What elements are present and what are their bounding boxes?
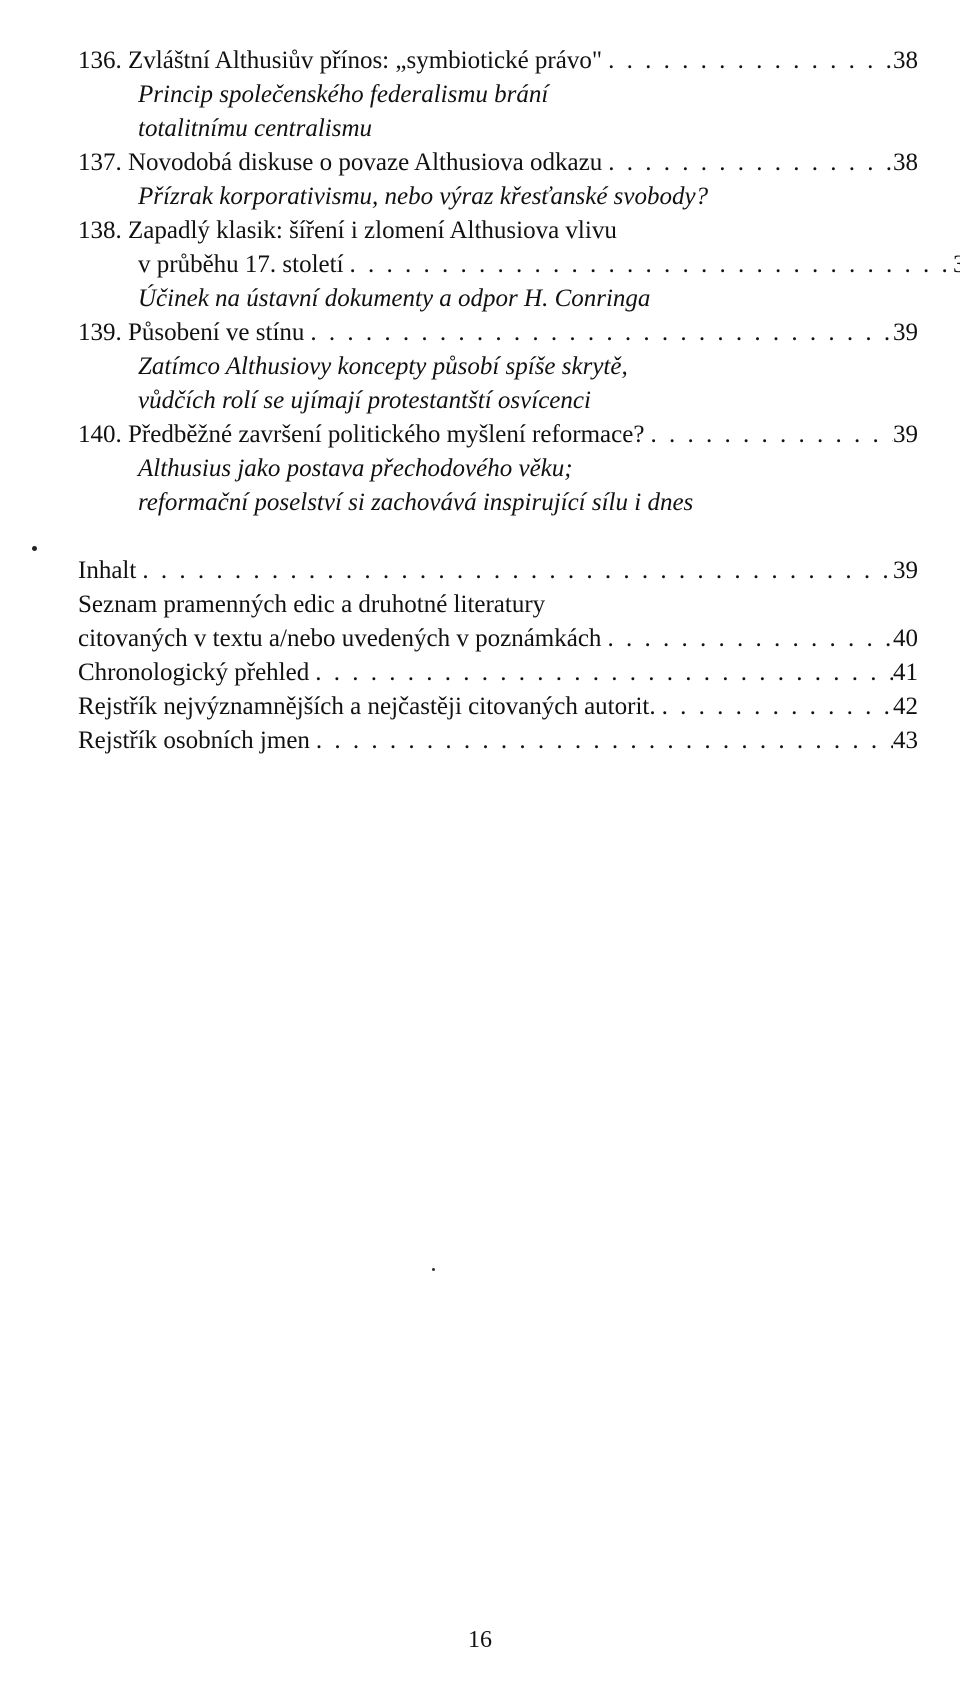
toc-entry: 136. Zvláštní Althusiův přínos: „symbiot… [78,44,918,78]
entry-page: 40 [893,622,918,656]
entry-subtitle: Přízrak korporativismu, nebo výraz křesť… [78,180,918,214]
toc-block: 136. Zvláštní Althusiův přínos: „symbiot… [78,44,918,758]
page-number: 16 [0,1624,960,1657]
toc-entry-continuation: citovaných v textu a/nebo uvedených v po… [78,622,918,656]
entry-title: Zvláštní Althusiův přínos: „symbiotické … [128,44,602,78]
entry-title: Rejstřík nejvýznamnějších a nejčastěji c… [78,690,656,724]
stray-mark-icon [432,1268,435,1271]
toc-entry: 137. Novodobá diskuse o povaze Althusiov… [78,146,918,180]
toc-entry-continuation: v průběhu 17. století 38 [78,248,960,282]
toc-entry: 140. Předběžné završení politického myšl… [78,418,918,452]
entry-number: 139. [78,316,122,350]
entry-subtitle: vůdčích rolí se ujímají protestantští os… [78,384,918,418]
entry-subtitle: Účinek na ústavní dokumenty a odpor H. C… [78,282,918,316]
entry-page: 39 [893,316,918,350]
leader-dots [136,554,893,588]
entry-number: 140. [78,418,122,452]
entry-title: Novodobá diskuse o povaze Althusiova odk… [128,146,602,180]
leader-dots [601,622,893,656]
entry-title: Rejstřík osobních jmen [78,724,310,758]
toc-entry: Rejstřík osobních jmen 43 [78,724,918,758]
toc-entry: Rejstřík nejvýznamnějších a nejčastěji c… [78,690,918,724]
leader-dots [309,656,893,690]
entry-page: 39 [893,554,918,588]
leader-dots [644,418,893,452]
leader-dots [344,248,953,282]
entry-title: Chronologický přehled [78,656,309,690]
entry-title: Působení ve stínu [128,316,304,350]
entry-title: Inhalt [78,554,136,588]
entry-title: v průběhu 17. století [138,248,344,282]
leader-dots [310,724,893,758]
entry-number: 138. [78,214,122,248]
leader-dots [656,690,893,724]
entry-subtitle: Zatímco Althusiovy koncepty působí spíše… [78,350,918,384]
entry-number: 136. [78,44,122,78]
toc-entry: Seznam pramenných edic a druhotné litera… [78,588,918,622]
document-page: 136. Zvláštní Althusiův přínos: „symbiot… [0,0,960,1691]
entry-page: 38 [953,248,960,282]
spacer [78,520,918,554]
entry-title: Předběžné završení politického myšlení r… [128,418,644,452]
leader-dots [602,44,893,78]
entry-subtitle: totalitnímu centralismu [78,112,918,146]
entry-title: Zapadlý klasik: šíření i zlomení Althusi… [128,214,617,248]
leader-dots [602,146,893,180]
entry-page: 38 [893,146,918,180]
entry-subtitle: reformační poselství si zachovává inspir… [78,486,918,520]
entry-number: 137. [78,146,122,180]
entry-page: 41 [893,656,918,690]
stray-mark-icon [32,546,37,551]
entry-subtitle: Princip společenského federalismu brání [78,78,918,112]
leader-dots [304,316,893,350]
toc-entry: 138. Zapadlý klasik: šíření i zlomení Al… [78,214,918,248]
toc-entry: 139. Působení ve stínu 39 [78,316,918,350]
entry-subtitle: Althusius jako postava přechodového věku… [78,452,918,486]
entry-title: Seznam pramenných edic a druhotné litera… [78,591,545,618]
toc-entry: Inhalt 39 [78,554,918,588]
entry-page: 43 [893,724,918,758]
toc-entry: Chronologický přehled 41 [78,656,918,690]
entry-page: 38 [893,44,918,78]
entry-title: citovaných v textu a/nebo uvedených v po… [78,622,601,656]
entry-page: 39 [893,418,918,452]
entry-page: 42 [893,690,918,724]
